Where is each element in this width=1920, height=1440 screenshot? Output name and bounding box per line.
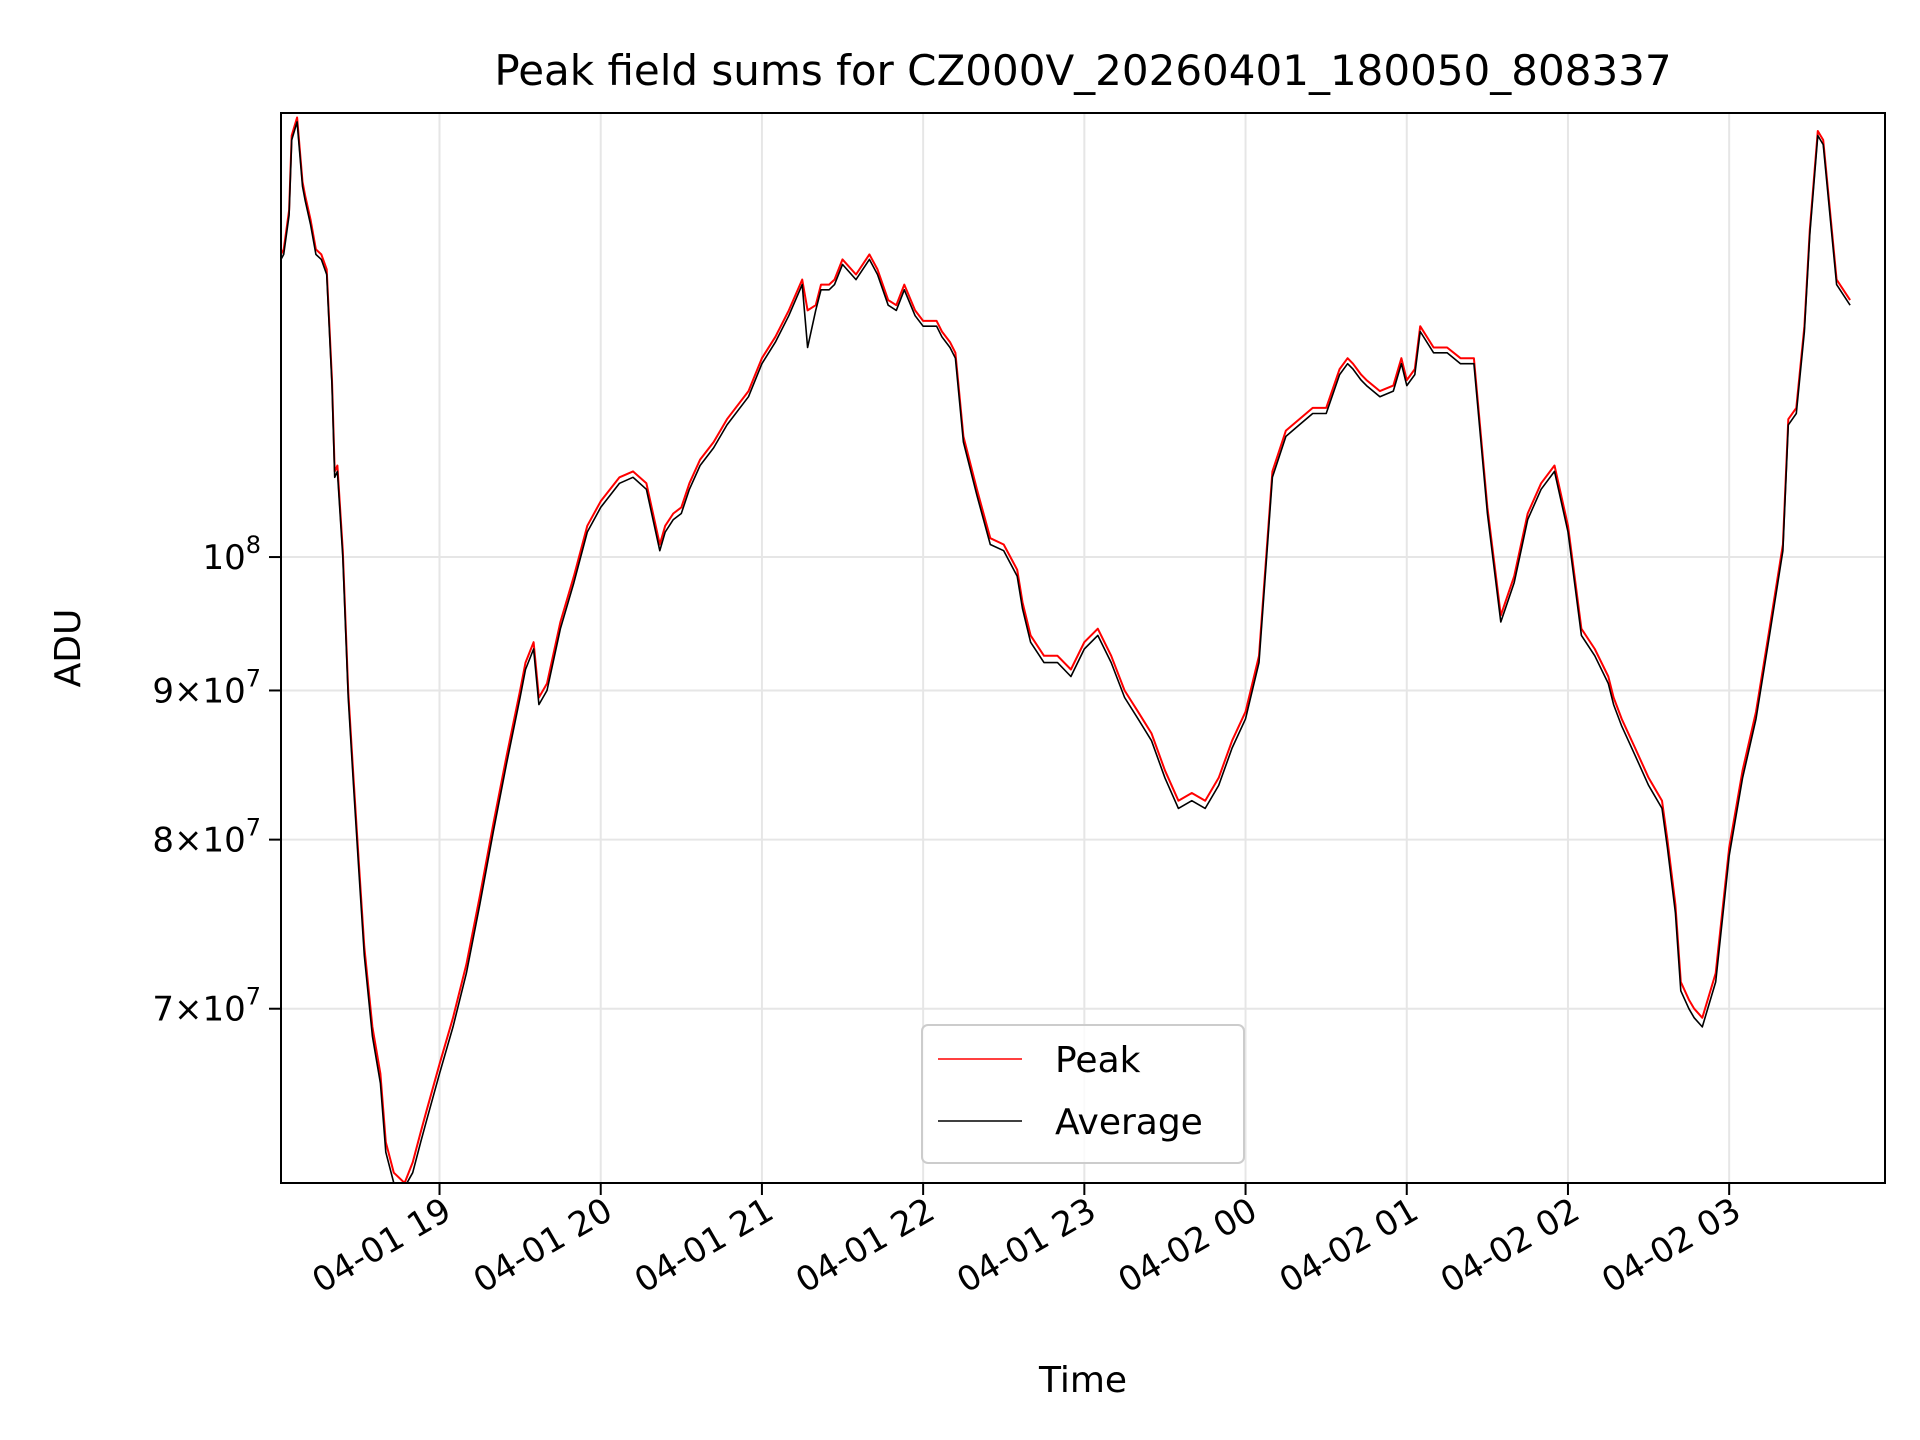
y-tick-label: 8×107 [152,814,261,861]
y-tick-label: 7×107 [152,983,261,1030]
y-axis-label: ADU [48,609,89,688]
axes-frame [280,112,1886,1184]
y-axis: 7×107 8×107 9×107 108 [152,531,281,1030]
x-axis-label: Time [1038,1360,1127,1401]
chart-title: Peak field sums for CZ000V_20260401_1800… [494,46,1671,95]
series-line-average [281,121,1851,1183]
legend: Peak Average [921,1024,1245,1164]
y-tick-label: 9×107 [152,664,261,711]
legend-label-peak: Peak [1055,1040,1141,1081]
legend-label-average: Average [1055,1102,1203,1143]
series-line-peak [281,116,1851,1183]
grid [281,113,1885,1183]
plot-area [281,116,1851,1183]
y-tick-label: 108 [202,531,261,578]
